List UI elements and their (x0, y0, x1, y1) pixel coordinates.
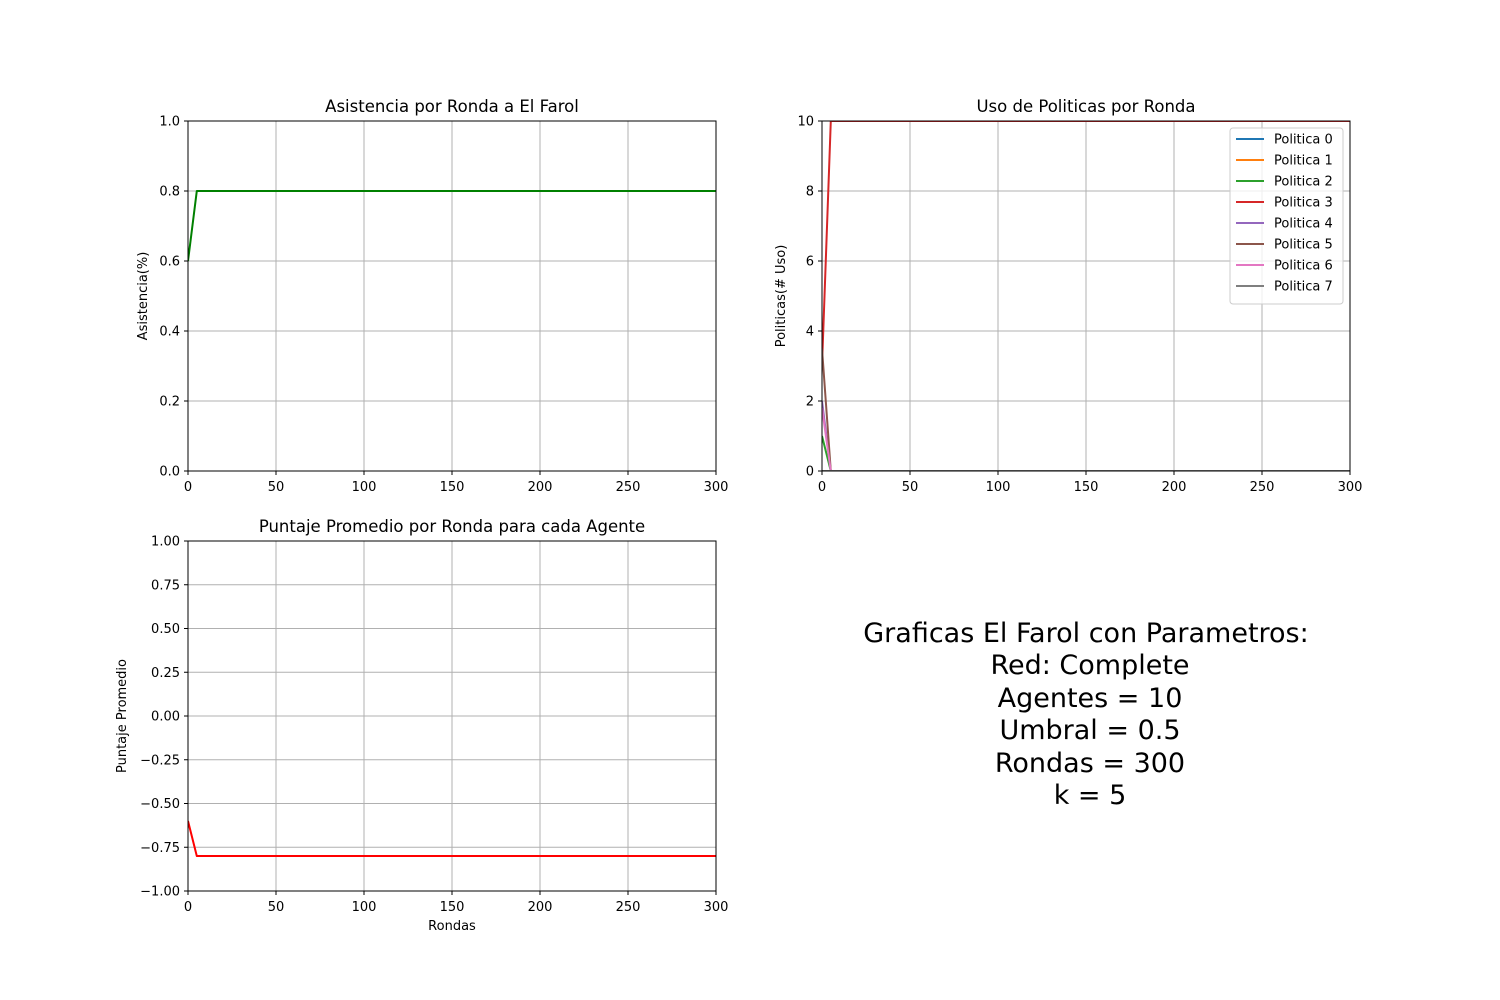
y-tick-label: 0.0 (159, 465, 180, 480)
parameters-text-block: Graficas El Farol con Parametros: Red: C… (863, 618, 1308, 811)
x-tick-label: 300 (1338, 480, 1363, 495)
y-tick-label: 0.75 (151, 578, 180, 593)
y-tick-label: −0.75 (140, 841, 180, 856)
y-tick-label: 0.4 (159, 325, 180, 340)
y-tick-label: 0 (806, 465, 814, 480)
series-line-politica-3 (822, 121, 1350, 367)
x-tick-label: 0 (818, 480, 826, 495)
legend-label: Politica 3 (1274, 196, 1333, 211)
y-tick-label: 0.25 (151, 666, 180, 681)
y-tick-label: 6 (806, 255, 814, 270)
legend-box (1229, 127, 1344, 305)
legend-label: Politica 1 (1274, 154, 1333, 169)
x-tick-label: 300 (704, 480, 729, 495)
y-tick-label: 10 (797, 115, 814, 130)
series-line-politica-2 (822, 435, 1350, 471)
average-score-chart: 0 50 100 150 200 250 300 −1.00 −0.75 −0.50 −0.25 0.… (115, 517, 728, 934)
x-tick-label: 300 (704, 900, 729, 915)
x-tick-label: 250 (616, 480, 641, 495)
legend-label: Politica 4 (1274, 217, 1333, 232)
legend-label: Politica 7 (1274, 280, 1333, 295)
x-tick-label: 250 (616, 900, 641, 915)
x-axis-label: Rondas (428, 919, 476, 934)
x-tick-label: 150 (1074, 480, 1099, 495)
series-line (188, 190, 716, 262)
y-axis-label: Puntaje Promedio (115, 659, 130, 773)
chart-title: Asistencia por Ronda a El Farol (325, 97, 579, 116)
parameter-k: k = 5 (1054, 780, 1127, 811)
y-tick-label: 0.8 (159, 185, 180, 200)
x-tick-label: 150 (440, 480, 465, 495)
y-tick-label: 2 (806, 395, 814, 410)
parameter-red: Red: Complete (990, 650, 1189, 681)
y-tick-label: 1.0 (159, 115, 180, 130)
x-tick-label: 50 (268, 480, 285, 495)
chart-title: Uso de Politicas por Ronda (976, 97, 1195, 116)
parameter-rondas: Rondas = 300 (995, 748, 1185, 779)
x-tick-label: 0 (184, 480, 192, 495)
parameter-agentes: Agentes = 10 (998, 683, 1183, 714)
y-tick-label: 0.00 (151, 710, 180, 725)
y-tick-label: 0.6 (159, 255, 180, 270)
chart-title: Puntaje Promedio por Ronda para cada Age… (259, 517, 645, 536)
legend-label: Politica 0 (1274, 133, 1333, 148)
y-tick-label: 0.2 (159, 395, 180, 410)
legend-label: Politica 2 (1274, 175, 1333, 190)
legend-label: Politica 6 (1274, 259, 1333, 274)
x-tick-label: 100 (352, 900, 377, 915)
parameters-heading: Graficas El Farol con Parametros: (863, 618, 1308, 649)
y-tick-label: −1.00 (140, 885, 180, 900)
y-axis-label: Politicas(# Uso) (774, 245, 789, 348)
x-tick-label: 50 (268, 900, 285, 915)
legend: Politica 0 Politica 1 Politica 2 Politica 3… (1229, 127, 1344, 305)
policy-usage-chart: 0 50 100 150 200 250 300 0 2 4 6 8 10 Uso de Politica… (774, 97, 1362, 495)
series-line-politica-5 (822, 348, 1350, 471)
x-tick-label: 200 (1162, 480, 1187, 495)
x-tick-label: 200 (528, 480, 553, 495)
legend-label: Politica 5 (1274, 238, 1333, 253)
parameter-umbral: Umbral = 0.5 (999, 715, 1180, 746)
y-tick-label: −0.50 (140, 797, 180, 812)
y-tick-label: 1.00 (151, 535, 180, 550)
y-tick-label: 8 (806, 185, 814, 200)
x-tick-label: 100 (986, 480, 1011, 495)
y-tick-label: −0.25 (140, 753, 180, 768)
x-tick-label: 100 (352, 480, 377, 495)
attendance-chart: 0 50 100 150 200 250 300 0.0 0.2 0.4 0.6 0.8 1.0 Asis… (136, 97, 728, 495)
y-tick-label: 0.50 (151, 622, 180, 637)
x-tick-label: 200 (528, 900, 553, 915)
x-tick-label: 250 (1250, 480, 1275, 495)
y-axis-label: Asistencia(%) (136, 252, 151, 341)
x-tick-label: 0 (184, 900, 192, 915)
x-tick-label: 150 (440, 900, 465, 915)
series-line (188, 820, 716, 857)
y-tick-label: 4 (806, 325, 814, 340)
x-tick-label: 50 (902, 480, 919, 495)
series-line-politica-6 (822, 407, 1350, 471)
